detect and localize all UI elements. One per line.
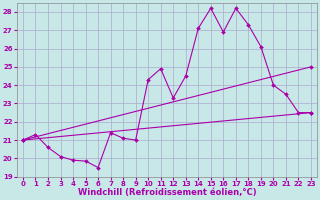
X-axis label: Windchill (Refroidissement éolien,°C): Windchill (Refroidissement éolien,°C) (78, 188, 256, 197)
